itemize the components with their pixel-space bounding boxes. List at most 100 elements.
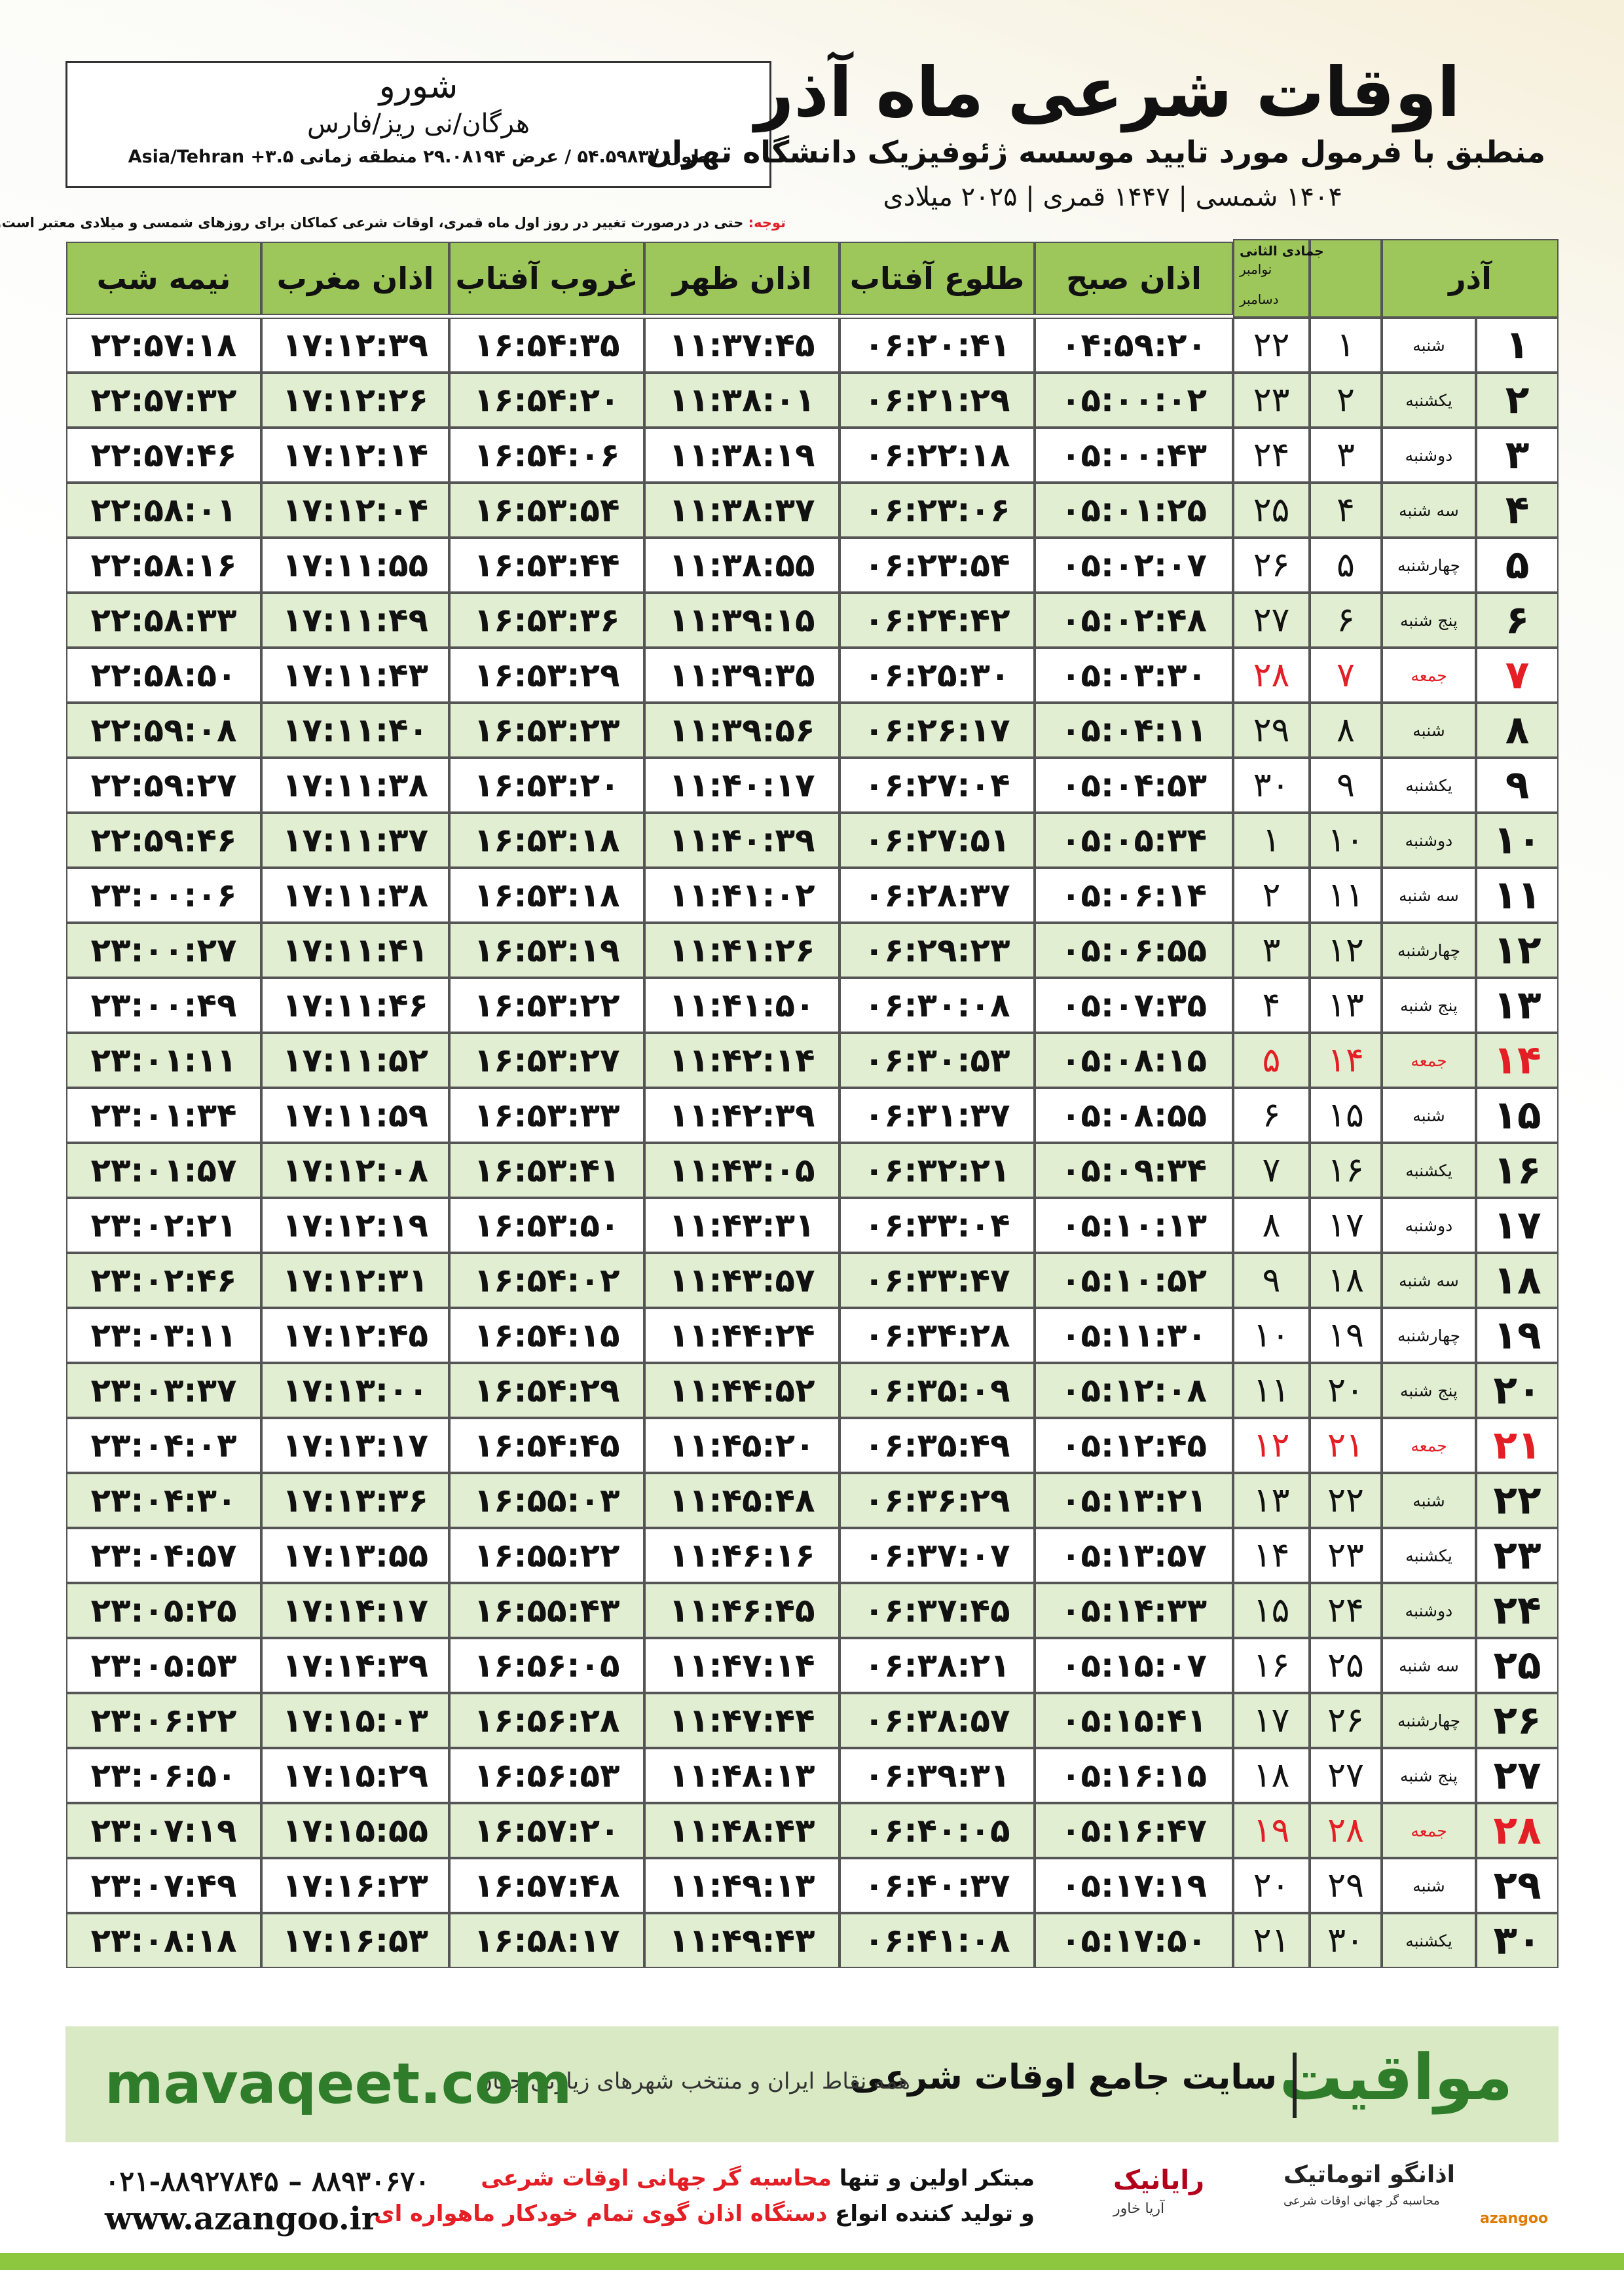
- shamsi-day-text: ۱۵: [1493, 1092, 1541, 1138]
- time: ۱۱:۴۵:۴۸: [644, 1473, 840, 1528]
- time: ۱۶:۵۳:۲۹: [449, 648, 644, 703]
- time: ۰۵:۰۲:۰۷: [1035, 538, 1233, 593]
- time-text: ۱۶:۵۶:۰۵: [473, 1647, 620, 1684]
- time-text: ۰۵:۰۲:۰۷: [1060, 546, 1208, 584]
- time-text: ۱۶:۵۴:۱۵: [473, 1316, 620, 1354]
- hijri-day-text: ۲۹: [1327, 1866, 1364, 1905]
- time: ۱۷:۱۱:۴۳: [261, 648, 449, 703]
- shamsi-day: ۲۸: [1476, 1803, 1559, 1858]
- weekday-text: سه شنبه: [1399, 1271, 1459, 1290]
- weekday: دوشنبه: [1382, 1198, 1476, 1253]
- site-link[interactable]: mavaqeet.com: [105, 2051, 572, 2117]
- time: ۱۷:۱۱:۳۷: [261, 813, 449, 868]
- time-text: ۲۲:۵۹:۰۸: [90, 711, 237, 749]
- time: ۲۲:۵۹:۲۷: [66, 758, 261, 813]
- time-text: ۱۱:۴۱:۵۰: [669, 986, 815, 1024]
- weekday-text: جمعه: [1411, 1436, 1447, 1455]
- shamsi-day: ۱۴: [1476, 1033, 1559, 1088]
- time-text: ۱۷:۱۱:۴۳: [282, 656, 429, 694]
- gregorian-day-text: ۳۰: [1253, 766, 1290, 805]
- hijri-day-text: ۱۱: [1327, 876, 1364, 915]
- time-text: ۰۶:۳۷:۴۵: [864, 1591, 1010, 1629]
- weekday-text: چهارشنبه: [1397, 940, 1461, 960]
- weekday: چهارشنبه: [1382, 1308, 1476, 1363]
- time: ۲۲:۵۸:۳۳: [66, 593, 261, 648]
- time-text: ۰۵:۱۱:۳۰: [1060, 1316, 1208, 1354]
- shamsi-day: ۲۵: [1476, 1638, 1559, 1693]
- time-text: ۰۵:۰۰:۴۳: [1060, 436, 1208, 474]
- shamsi-day: ۷: [1476, 648, 1559, 703]
- time-text: ۱۱:۴۳:۰۵: [669, 1151, 815, 1189]
- shamsi-day: ۲۶: [1476, 1693, 1559, 1748]
- time-text: ۱۱:۳۷:۴۵: [669, 326, 815, 364]
- shamsi-day-text: ۲۸: [1493, 1808, 1541, 1853]
- shamsi-day-text: ۱۶: [1493, 1147, 1541, 1193]
- time-text: ۱۱:۴۱:۲۶: [669, 931, 815, 969]
- time-text: ۱۱:۴۶:۱۶: [669, 1536, 815, 1574]
- time: ۰۶:۲۹:۲۳: [840, 923, 1035, 978]
- time: ۱۶:۵۴:۳۵: [449, 318, 644, 373]
- time-text: ۱۶:۵۳:۴۱: [473, 1151, 620, 1189]
- time: ۱۱:۳۷:۴۵: [644, 318, 840, 373]
- time: ۰۵:۰۹:۳۴: [1035, 1143, 1233, 1198]
- shamsi-day-text: ۳۰: [1493, 1918, 1541, 1963]
- time-text: ۱۷:۱۳:۵۵: [282, 1536, 429, 1574]
- time-text: ۲۳:۰۶:۵۰: [90, 1757, 237, 1795]
- weekday: سه شنبه: [1382, 1253, 1476, 1308]
- time: ۱۶:۵۳:۱۸: [449, 868, 644, 923]
- hijri-day: ۲۷: [1310, 1748, 1382, 1803]
- time: ۱۷:۱۳:۱۷: [261, 1418, 449, 1473]
- time: ۱۶:۵۳:۲۲: [449, 978, 644, 1033]
- time: ۱۷:۱۱:۳۸: [261, 868, 449, 923]
- time: ۱۶:۵۴:۱۵: [449, 1308, 644, 1363]
- weekday-text: یکشنبه: [1405, 1161, 1452, 1180]
- time: ۰۴:۵۹:۲۰: [1035, 318, 1233, 373]
- gregorian-day: ۱۷: [1233, 1693, 1310, 1748]
- time-text: ۲۲:۵۸:۰۱: [90, 491, 237, 529]
- gregorian-day: ۲۵: [1233, 483, 1310, 538]
- hijri-day-text: ۷: [1337, 656, 1355, 695]
- time-text: ۲۲:۵۷:۳۲: [90, 381, 237, 419]
- time: ۲۲:۵۷:۱۸: [66, 318, 261, 373]
- hijri-day-text: ۳: [1337, 436, 1355, 475]
- time-text: ۱۱:۳۸:۰۱: [669, 381, 815, 419]
- shamsi-day-text: ۲۱: [1493, 1423, 1541, 1468]
- time: ۱۶:۵۶:۲۸: [449, 1693, 644, 1748]
- time: ۱۶:۵۳:۴۴: [449, 538, 644, 593]
- time-text: ۱۶:۵۳:۳۳: [473, 1096, 620, 1134]
- time-text: ۰۵:۱۷:۵۰: [1060, 1922, 1208, 1960]
- time: ۱۱:۴۱:۰۲: [644, 868, 840, 923]
- time-text: ۱۱:۴۴:۲۴: [669, 1316, 815, 1354]
- hijri-day-text: ۲۱: [1327, 1426, 1364, 1465]
- web-link[interactable]: www.azangoo.ir: [105, 2201, 378, 2237]
- gregorian-day-text: ۲۴: [1253, 436, 1290, 475]
- hijri-day: ۷: [1310, 648, 1382, 703]
- time-text: ۱۱:۳۹:۵۶: [669, 711, 815, 749]
- shamsi-day-text: ۲: [1505, 377, 1530, 423]
- weekday-text: شنبه: [1412, 335, 1445, 355]
- time: ۱۶:۵۵:۴۳: [449, 1583, 644, 1638]
- shamsi-day: ۳۰: [1476, 1913, 1559, 1968]
- time-text: ۱۶:۵۴:۲۹: [473, 1371, 620, 1409]
- time-text: ۱۶:۵۳:۲۳: [473, 711, 620, 749]
- header-cell: [1310, 239, 1382, 318]
- time: ۱۱:۴۳:۳۱: [644, 1198, 840, 1253]
- time: ۲۳:۰۲:۲۱: [66, 1198, 261, 1253]
- time-text: ۰۵:۰۸:۱۵: [1060, 1041, 1208, 1079]
- weekday: جمعه: [1382, 1418, 1476, 1473]
- footer-banner: مواقیت سایت جامع اوقات شرعی همه نقاط ایر…: [65, 2026, 1559, 2142]
- time: ۲۲:۵۷:۴۶: [66, 428, 261, 483]
- gregorian-day: ۶: [1233, 1088, 1310, 1143]
- shamsi-day-text: ۹: [1505, 762, 1530, 808]
- weekday-text: چهارشنبه: [1397, 1326, 1461, 1345]
- weekday-text: چهارشنبه: [1397, 1711, 1461, 1730]
- shamsi-day: ۱۶: [1476, 1143, 1559, 1198]
- time-text: ۱۷:۱۱:۴۶: [282, 986, 429, 1024]
- time-text: ۱۱:۴۱:۰۲: [669, 876, 815, 914]
- gregorian-day: ۲۳: [1233, 373, 1310, 428]
- gregorian-day-text: ۱۳: [1253, 1481, 1290, 1520]
- time-text: ۲۳:۰۱:۱۱: [90, 1041, 237, 1079]
- weekday-text: پنج شنبه: [1399, 1381, 1458, 1400]
- note-label: توجه:: [748, 215, 786, 231]
- logo-azangoo: اذانگو اتوماتیک: [1283, 2161, 1456, 2188]
